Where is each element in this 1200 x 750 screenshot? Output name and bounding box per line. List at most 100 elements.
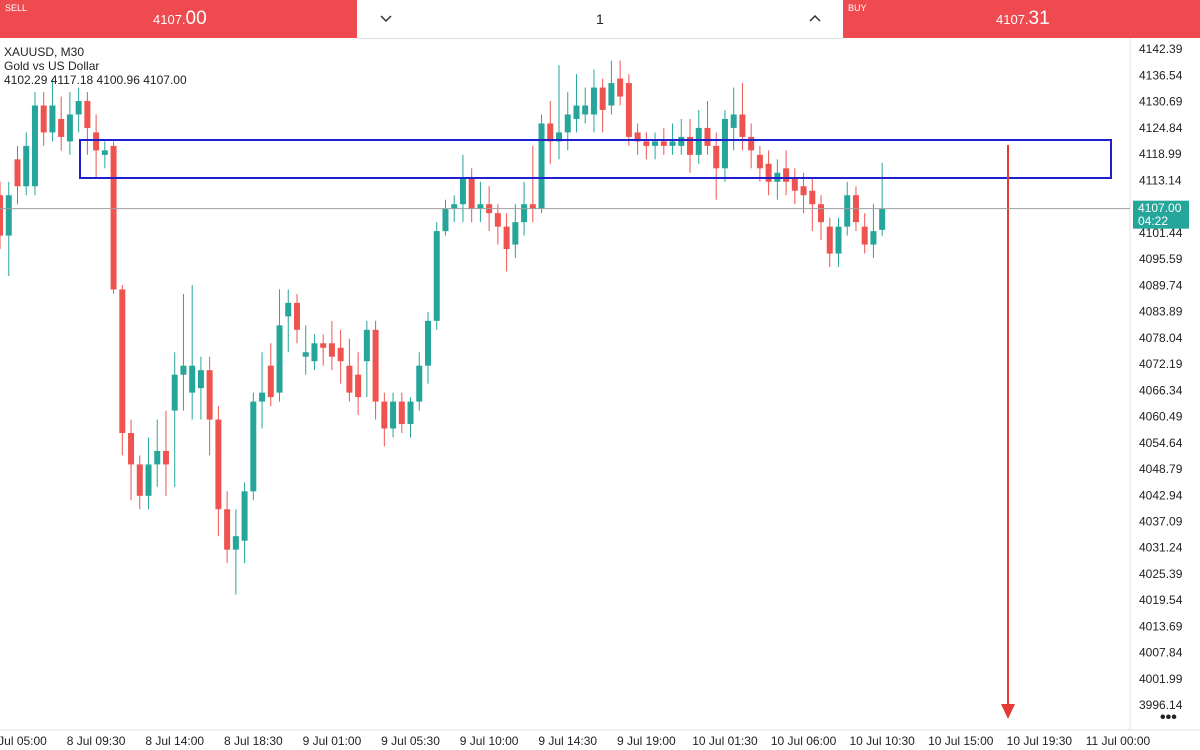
candle-body: [320, 343, 327, 348]
last-price-label: 4107.00: [1138, 201, 1182, 215]
candle-body: [311, 343, 318, 362]
x-tick-label: 10 Jul 06:00: [771, 734, 837, 748]
x-tick-label: 8 Jul 14:00: [145, 734, 204, 748]
sell-price: 4107.00: [153, 8, 207, 30]
x-tick-label: 11 Jul 00:00: [1086, 734, 1151, 748]
candle-body: [302, 352, 309, 357]
sell-label: SELL: [5, 3, 28, 13]
x-tick-label: 8 Jul 18:30: [224, 734, 283, 748]
candle-body: [844, 195, 851, 227]
candle-body: [154, 450, 161, 465]
y-tick-label: 4078.04: [1139, 331, 1183, 345]
buy-button[interactable]: BUY 4107.31: [843, 0, 1200, 38]
candle-body: [23, 145, 30, 187]
arrow-head: [1001, 704, 1015, 719]
y-tick-label: 4072.19: [1139, 357, 1183, 371]
candle-body: [617, 78, 624, 97]
candle-body: [136, 464, 143, 496]
candle-body: [573, 105, 580, 119]
candle-body: [84, 101, 91, 128]
more-button[interactable]: •••: [1160, 709, 1177, 726]
x-tick-label: 10 Jul 15:00: [928, 734, 994, 748]
y-tick-label: 4142.39: [1139, 42, 1183, 56]
candle-body: [49, 105, 56, 133]
sell-price-main: 4107.: [153, 12, 186, 27]
candle-body: [346, 365, 353, 393]
candle-body: [189, 365, 196, 393]
candle-body: [259, 392, 266, 402]
candle-body: [293, 302, 300, 330]
candle-body: [660, 141, 667, 146]
candle-body: [704, 127, 711, 146]
candle-body: [459, 177, 466, 205]
candle-body: [756, 154, 763, 169]
candle-body: [267, 365, 274, 398]
buy-price-main: 4107.: [996, 12, 1029, 27]
candle-body: [791, 177, 798, 191]
y-tick-label: 4060.49: [1139, 410, 1183, 424]
last-price-box: [1133, 200, 1189, 229]
candle-body: [390, 401, 397, 429]
y-tick-label: 4124.84: [1139, 121, 1183, 135]
candle-body: [765, 163, 772, 182]
candle-body: [241, 491, 248, 541]
y-tick-label: 4019.54: [1139, 593, 1183, 607]
candle-body: [93, 132, 100, 151]
y-tick-label: 4037.09: [1139, 514, 1183, 528]
candle-body: [75, 101, 82, 115]
sell-button[interactable]: SELL 4107.00: [0, 0, 357, 38]
y-tick-label: 4095.59: [1139, 252, 1183, 266]
candle-body: [678, 136, 685, 146]
quantity[interactable]: 1: [596, 11, 604, 27]
candle-body: [40, 105, 47, 133]
x-tick-label: 8 Jul 09:30: [67, 734, 126, 748]
candle-body: [451, 204, 458, 209]
candle-body: [442, 208, 449, 232]
x-tick-label: 10 Jul 01:30: [692, 734, 758, 748]
candle-body: [363, 329, 370, 362]
candle-body: [128, 433, 135, 465]
candle-body: [538, 123, 545, 209]
candle-body: [608, 83, 615, 106]
candle-body: [337, 347, 344, 362]
increase-button[interactable]: [808, 12, 822, 26]
candle-body: [197, 370, 204, 389]
candle-body: [547, 123, 554, 142]
candle-body: [748, 136, 755, 151]
candle-body: [355, 374, 362, 398]
candle-body: [669, 141, 676, 146]
candle-body: [634, 132, 641, 142]
y-tick-label: 4013.69: [1139, 619, 1183, 633]
x-tick-label: 9 Jul 01:00: [303, 734, 362, 748]
x-tick-label: 9 Jul 10:00: [460, 734, 519, 748]
y-tick-label: 4118.99: [1139, 147, 1182, 161]
candle-body: [416, 365, 423, 402]
candle-body: [739, 114, 746, 137]
candle-body: [66, 114, 73, 142]
candle-body: [713, 145, 720, 169]
candle-body: [730, 114, 737, 128]
candle-body: [14, 159, 21, 187]
candle-body: [800, 186, 807, 196]
candle-body: [145, 464, 152, 496]
y-tick-label: 4066.34: [1139, 383, 1183, 397]
candle-body: [590, 87, 597, 115]
decrease-button[interactable]: [379, 12, 393, 26]
candle-body: [643, 141, 650, 146]
x-tick-label: 10 Jul 19:30: [1007, 734, 1073, 748]
candle-body: [687, 136, 694, 155]
chart: XAUUSD, M30 Gold vs US Dollar 4102.29 41…: [0, 38, 1200, 748]
candle-body: [119, 289, 126, 434]
candle-body: [276, 325, 283, 393]
candle-body: [381, 401, 388, 429]
y-tick-label: 4025.39: [1139, 567, 1183, 581]
candle-body: [818, 204, 825, 223]
y-tick-label: 4130.69: [1139, 95, 1183, 109]
candle-body: [5, 195, 12, 236]
y-tick-label: 4089.74: [1139, 278, 1183, 292]
candle-body: [215, 419, 222, 510]
candle-body: [826, 226, 833, 254]
symbol-title: XAUUSD, M30: [4, 45, 84, 59]
y-tick-label: 4007.84: [1139, 646, 1183, 660]
